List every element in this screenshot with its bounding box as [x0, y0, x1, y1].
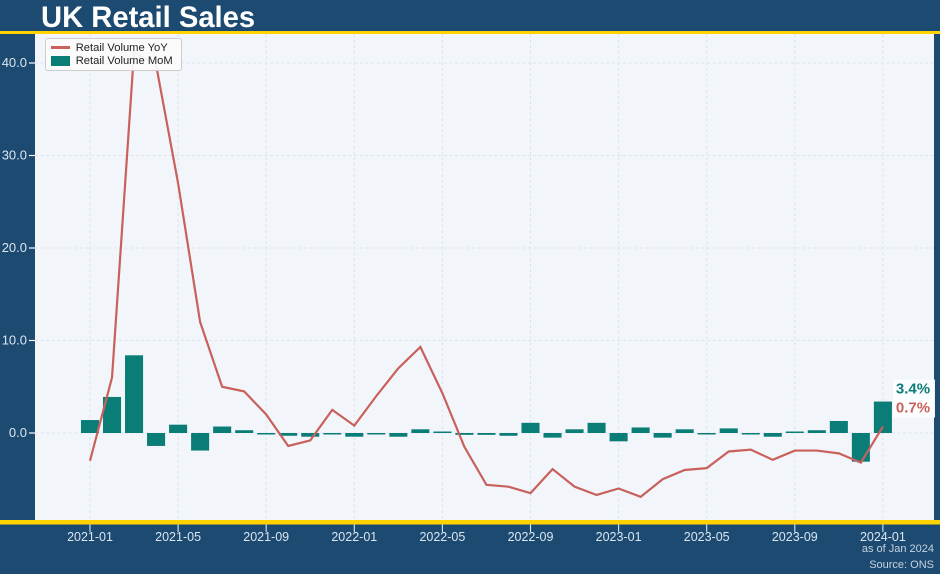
svg-text:2021-09: 2021-09: [243, 530, 289, 544]
svg-text:2022-01: 2022-01: [331, 530, 377, 544]
svg-text:30.0: 30.0: [2, 148, 27, 163]
svg-text:2022-05: 2022-05: [419, 530, 465, 544]
svg-text:2022-09: 2022-09: [508, 530, 554, 544]
svg-text:2021-01: 2021-01: [67, 530, 113, 544]
svg-text:3.4%: 3.4%: [896, 381, 930, 398]
svg-text:2023-05: 2023-05: [684, 530, 730, 544]
svg-text:0.7%: 0.7%: [896, 400, 930, 417]
svg-text:2021-05: 2021-05: [155, 530, 201, 544]
svg-text:20.0: 20.0: [2, 240, 27, 255]
svg-text:0.0: 0.0: [9, 425, 27, 440]
svg-text:10.0: 10.0: [2, 333, 27, 348]
svg-text:40.0: 40.0: [2, 55, 27, 70]
svg-text:2023-09: 2023-09: [772, 530, 818, 544]
svg-text:2023-01: 2023-01: [596, 530, 642, 544]
